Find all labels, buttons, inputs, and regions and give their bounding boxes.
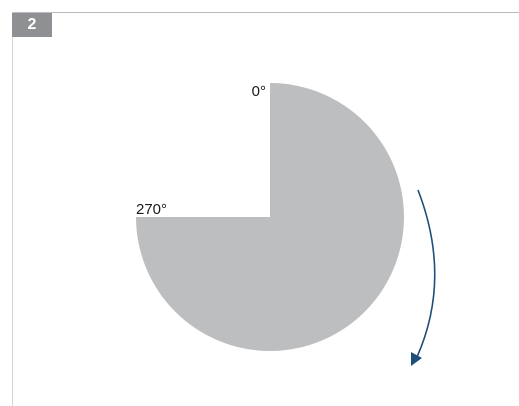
sector-270-degrees xyxy=(136,83,404,351)
label-0-degrees: 0° xyxy=(252,83,266,100)
arrowhead-icon xyxy=(411,352,422,366)
clockwise-arrow-icon xyxy=(416,189,436,358)
label-270-degrees: 270° xyxy=(136,201,167,218)
top-divider xyxy=(12,12,519,13)
left-divider xyxy=(12,12,13,406)
step-number-badge: 2 xyxy=(12,13,52,37)
